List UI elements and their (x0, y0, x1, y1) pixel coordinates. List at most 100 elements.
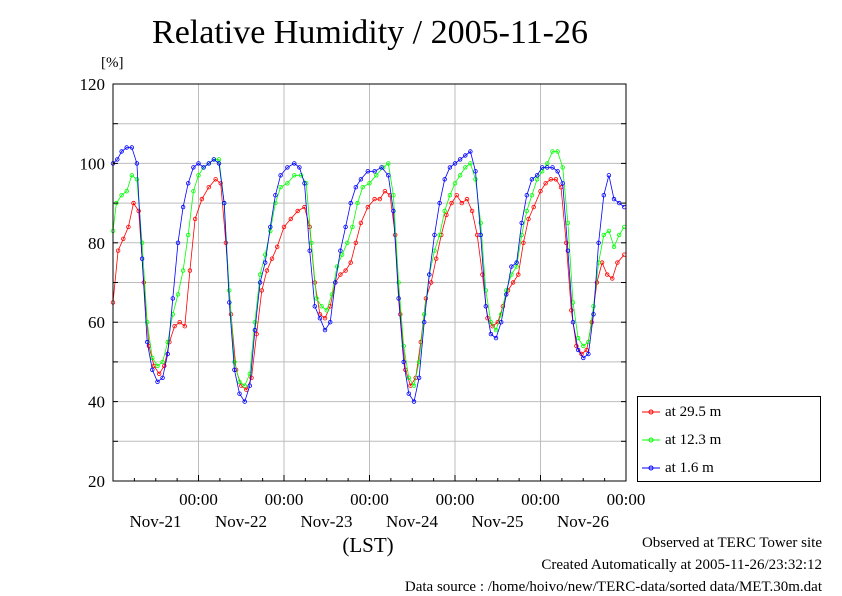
data-point (281, 224, 287, 230)
data-point (434, 256, 439, 261)
x-tick-time-label: 00:00 (179, 490, 218, 509)
data-point (170, 296, 175, 301)
data-point (615, 260, 620, 265)
data-point (185, 181, 191, 186)
data-point (144, 339, 150, 345)
data-point (155, 363, 160, 369)
y-tick-label: 80 (88, 234, 105, 253)
data-point (457, 173, 463, 178)
data-point (115, 248, 121, 253)
data-point (124, 145, 129, 150)
y-axis-unit-label: [%] (101, 55, 124, 71)
x-axis-label: (LST) (342, 533, 394, 557)
data-point (521, 240, 526, 245)
data-point (175, 240, 181, 245)
data-point (180, 204, 186, 210)
x-tick-time-label: 00:00 (436, 490, 475, 509)
data-point (493, 335, 499, 341)
data-point (406, 375, 411, 380)
data-point (175, 292, 181, 297)
data-point (594, 280, 600, 285)
data-point (401, 343, 406, 349)
data-point (493, 327, 499, 333)
data-point (295, 208, 300, 214)
data-point (468, 149, 473, 154)
data-point (596, 240, 601, 245)
data-point (459, 200, 464, 206)
series-layer (110, 145, 627, 404)
data-point (129, 173, 134, 178)
data-point (252, 327, 258, 333)
data-point (575, 347, 581, 353)
data-point (514, 264, 519, 269)
data-point (162, 363, 167, 369)
data-point (401, 359, 406, 365)
data-point (606, 228, 612, 234)
data-point (309, 240, 314, 245)
x-tick-time-label: 00:00 (521, 490, 560, 509)
data-point (199, 196, 205, 202)
data-point (278, 184, 283, 190)
data-point (560, 181, 565, 186)
data-point (134, 161, 140, 166)
data-point (126, 224, 131, 230)
data-point (540, 165, 545, 170)
data-point (529, 192, 535, 198)
data-point (353, 184, 358, 190)
data-point (437, 232, 442, 238)
data-point (601, 192, 606, 198)
data-point (358, 220, 364, 226)
y-tick-label: 100 (80, 154, 106, 173)
data-point (611, 196, 617, 202)
y-tick-label: 120 (80, 75, 106, 94)
data-point (367, 181, 372, 186)
data-point (454, 192, 459, 198)
data-point (121, 236, 126, 241)
data-point (297, 165, 302, 170)
data-point (529, 177, 535, 182)
data-point (273, 192, 278, 198)
data-point (584, 347, 589, 353)
data-point (391, 192, 396, 198)
data-point (428, 280, 434, 285)
series-0 (110, 177, 627, 392)
legend: at 29.5 m at 12.3 m at 1.6 m (637, 396, 821, 482)
chart-title: Relative Humidity / 2005-11-26 (152, 14, 588, 51)
data-point (257, 280, 263, 285)
data-point (119, 149, 124, 154)
data-point (264, 268, 270, 273)
data-point (422, 312, 427, 317)
data-point (560, 165, 565, 170)
data-point (473, 177, 478, 182)
data-point (586, 351, 591, 357)
data-point (278, 173, 283, 178)
data-point (275, 244, 280, 249)
data-point (478, 220, 483, 226)
data-point (480, 272, 485, 277)
data-point (139, 256, 145, 261)
data-point (534, 173, 540, 178)
data-point (564, 240, 569, 245)
data-point (581, 343, 586, 349)
data-point (237, 379, 242, 384)
data-point (463, 153, 468, 158)
data-point (422, 320, 427, 325)
data-point (269, 256, 275, 261)
data-point (524, 208, 529, 214)
legend-item-1-6m: at 1.6 m (638, 458, 820, 478)
data-point (131, 200, 136, 206)
data-point (386, 161, 391, 166)
data-point (411, 399, 417, 404)
data-point (447, 165, 453, 170)
data-point (574, 343, 579, 349)
data-point (478, 232, 483, 238)
data-point (464, 196, 470, 202)
data-point (285, 181, 290, 186)
data-point (312, 304, 317, 309)
data-point (155, 379, 160, 384)
grid-lines (113, 83, 627, 482)
data-point (531, 204, 536, 210)
x-tick-date-label: Nov-24 (386, 512, 438, 531)
data-point (292, 173, 297, 178)
